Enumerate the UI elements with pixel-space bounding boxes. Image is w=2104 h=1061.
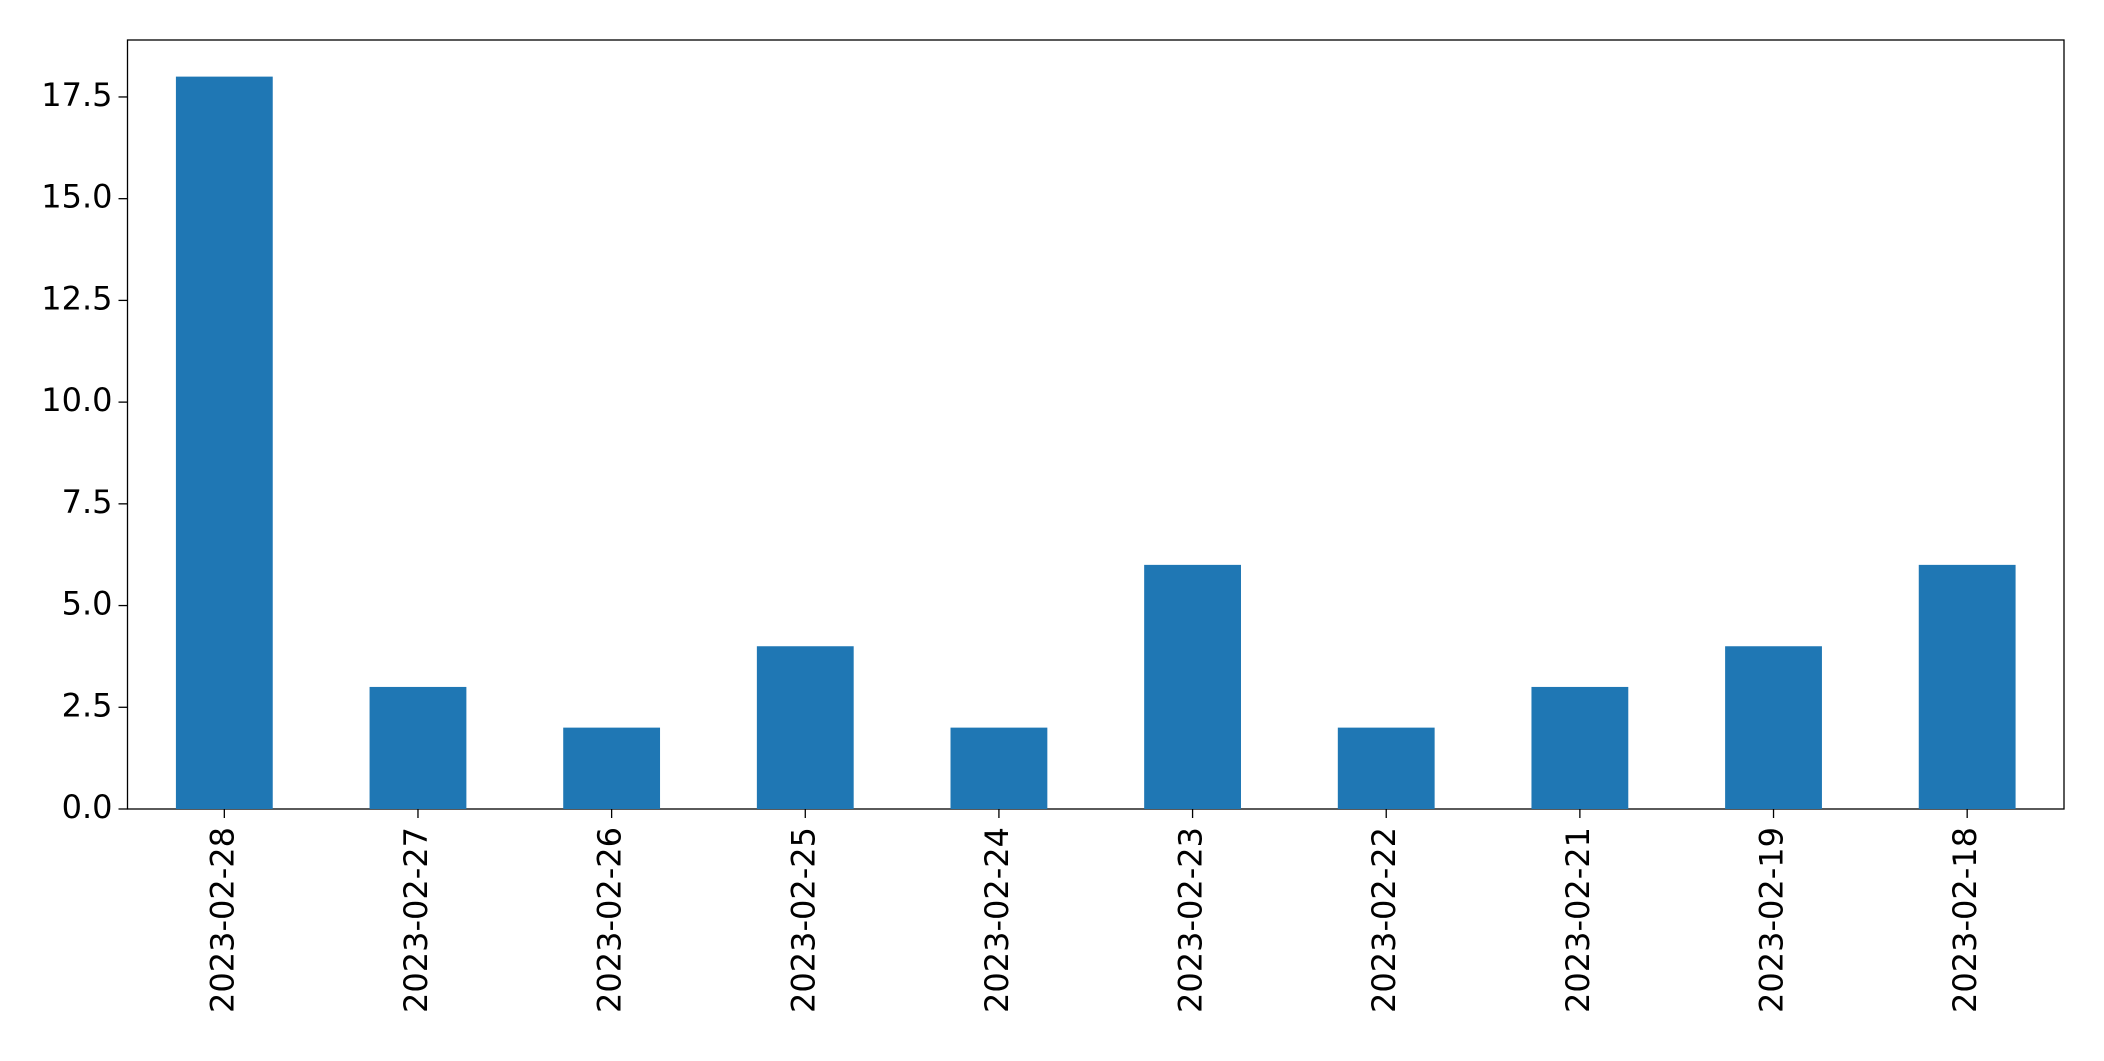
x-tick-label: 2023-02-18	[1946, 827, 1984, 1013]
bar	[1337, 727, 1435, 809]
x-tick-label: 2023-02-28	[203, 827, 241, 1013]
bar	[1918, 564, 2016, 809]
bar	[369, 686, 467, 809]
y-tick-label: 10.0	[41, 381, 112, 419]
y-tick-label: 5.0	[62, 585, 113, 623]
y-tick-label: 12.5	[41, 279, 112, 317]
x-tick-label: 2023-02-19	[1753, 827, 1791, 1013]
bar	[1144, 564, 1241, 809]
x-tick-label: 2023-02-21	[1559, 827, 1597, 1013]
y-tick-label: 0.0	[62, 788, 113, 826]
y-tick-label: 7.5	[62, 483, 113, 521]
x-tick-label: 2023-02-26	[591, 827, 629, 1013]
plot-frame	[126, 39, 2065, 810]
x-tick-label: 2023-02-25	[784, 827, 822, 1013]
x-tick-label: 2023-02-22	[1365, 827, 1403, 1013]
y-tick-label: 2.5	[62, 686, 113, 724]
bar	[1531, 686, 1629, 809]
bar	[756, 646, 854, 809]
x-tick-label: 2023-02-27	[397, 827, 435, 1013]
bar	[950, 727, 1048, 809]
x-tick-label: 2023-02-24	[978, 827, 1016, 1013]
y-tick-label: 17.5	[41, 76, 112, 114]
y-tick-label: 15.0	[41, 178, 112, 216]
bar	[1725, 646, 1822, 809]
x-tick-label: 2023-02-23	[1172, 827, 1210, 1013]
bar	[563, 727, 661, 809]
bar	[175, 76, 273, 810]
